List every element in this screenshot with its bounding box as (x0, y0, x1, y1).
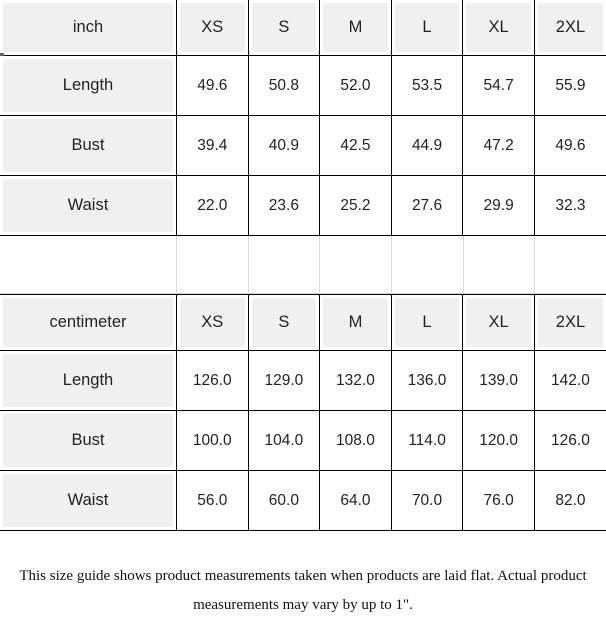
cell-value: 60.0 (247, 470, 321, 531)
spacer-cell (320, 236, 393, 293)
cell-value: 39.4 (176, 115, 249, 176)
size-label-xs: XS (180, 3, 245, 52)
cell-value: 139.0 (462, 350, 535, 411)
size-header-cell: XL (462, 294, 535, 351)
spacer-cell (535, 236, 606, 293)
cell-value: 100.0 (176, 410, 249, 471)
spacer-cell (177, 236, 249, 293)
green-artifact-mark (0, 53, 4, 56)
table-row-waist-inch: Waist 22.0 23.6 25.2 27.6 29.9 32.3 (0, 175, 606, 236)
row-label-cell: Length (0, 350, 177, 411)
spacer-cell (249, 236, 321, 293)
size-label-s: S (251, 3, 317, 52)
size-header-cell: XL (462, 0, 535, 56)
unit-label-inch: inch (3, 3, 173, 52)
unit-label-centimeter: centimeter (3, 298, 173, 347)
cell-value: 136.0 (390, 350, 464, 411)
cell-value: 129.0 (247, 350, 321, 411)
cell-value: 22.0 (176, 175, 249, 236)
cell-value: 50.8 (247, 55, 321, 116)
row-label: Length (3, 59, 173, 112)
table-row-length-cm: Length 126.0 129.0 132.0 136.0 139.0 142… (0, 350, 606, 411)
cell-value: 120.0 (462, 410, 535, 471)
size-label-l: L (394, 3, 460, 52)
size-guide-note-line2: measurements may vary by up to 1". (193, 597, 413, 613)
row-label: Waist (3, 474, 173, 527)
size-table-inch: inch XS S M L XL 2XL Length 49.6 50.8 52… (0, 0, 606, 236)
size-header-cell: 2XL (533, 0, 606, 56)
row-label-cell: Length (0, 55, 177, 116)
cell-value: 44.9 (390, 115, 464, 176)
cell-value: 132.0 (319, 350, 392, 411)
size-table-cm-header-row: centimeter XS S M L XL 2XL (0, 294, 606, 351)
size-header-cell: 2XL (533, 294, 606, 351)
size-label-s: S (251, 298, 317, 347)
size-header-cell: M (319, 0, 392, 56)
cell-value: 126.0 (533, 410, 606, 471)
size-guide-note-line1: This size guide shows product measuremen… (19, 568, 587, 584)
size-label-xl: XL (466, 3, 531, 52)
size-label-m: M (323, 298, 388, 347)
size-label-m: M (323, 3, 388, 52)
cell-value: 23.6 (247, 175, 321, 236)
cell-value: 126.0 (176, 350, 249, 411)
size-header-cell: L (390, 294, 464, 351)
cell-value: 53.5 (390, 55, 464, 116)
cell-value: 56.0 (176, 470, 249, 531)
spacer-cell (464, 236, 536, 293)
size-header-cell: S (247, 294, 321, 351)
row-label: Length (3, 354, 173, 407)
size-header-cell: L (390, 0, 464, 56)
cell-value: 54.7 (462, 55, 535, 116)
size-label-xs: XS (180, 298, 245, 347)
unit-header-cell: inch (0, 0, 177, 56)
size-label-l: L (394, 298, 460, 347)
cell-value: 104.0 (247, 410, 321, 471)
row-label-cell: Bust (0, 115, 177, 176)
cell-value: 64.0 (319, 470, 392, 531)
size-header-cell: XS (176, 0, 249, 56)
cell-value: 27.6 (390, 175, 464, 236)
cell-value: 142.0 (533, 350, 606, 411)
spacer-row (0, 236, 606, 294)
cell-value: 40.9 (247, 115, 321, 176)
cell-value: 49.6 (176, 55, 249, 116)
spacer-cell (0, 236, 177, 293)
size-header-cell: M (319, 294, 392, 351)
cell-value: 108.0 (319, 410, 392, 471)
row-label-cell: Waist (0, 470, 177, 531)
cell-value: 42.5 (319, 115, 392, 176)
size-guide-note: This size guide shows product measuremen… (0, 531, 606, 620)
cell-value: 47.2 (462, 115, 535, 176)
row-label: Bust (3, 119, 173, 172)
size-header-cell: S (247, 0, 321, 56)
size-table-centimeter: centimeter XS S M L XL 2XL Length 126.0 … (0, 294, 606, 531)
cell-value: 49.6 (533, 115, 606, 176)
table-row-bust-inch: Bust 39.4 40.9 42.5 44.9 47.2 49.6 (0, 115, 606, 176)
cell-value: 32.3 (533, 175, 606, 236)
size-label-2xl: 2XL (537, 298, 603, 347)
table-row-length-inch: Length 49.6 50.8 52.0 53.5 54.7 55.9 (0, 55, 606, 116)
cell-value: 114.0 (390, 410, 464, 471)
size-label-2xl: 2XL (537, 3, 603, 52)
size-header-cell: XS (176, 294, 249, 351)
size-guide-panel: inch XS S M L XL 2XL Length 49.6 50.8 52… (0, 0, 606, 620)
row-label: Waist (3, 179, 173, 232)
cell-value: 52.0 (319, 55, 392, 116)
size-label-xl: XL (466, 298, 531, 347)
table-row-waist-cm: Waist 56.0 60.0 64.0 70.0 76.0 82.0 (0, 470, 606, 531)
cell-value: 25.2 (319, 175, 392, 236)
table-row-bust-cm: Bust 100.0 104.0 108.0 114.0 120.0 126.0 (0, 410, 606, 471)
cell-value: 29.9 (462, 175, 535, 236)
spacer-cell (392, 236, 464, 293)
row-label-cell: Waist (0, 175, 177, 236)
cell-value: 82.0 (533, 470, 606, 531)
row-label: Bust (3, 414, 173, 467)
cell-value: 76.0 (462, 470, 535, 531)
cell-value: 55.9 (533, 55, 606, 116)
cell-value: 70.0 (390, 470, 464, 531)
size-table-inch-header-row: inch XS S M L XL 2XL (0, 0, 606, 56)
row-label-cell: Bust (0, 410, 177, 471)
unit-header-cell: centimeter (0, 294, 177, 351)
